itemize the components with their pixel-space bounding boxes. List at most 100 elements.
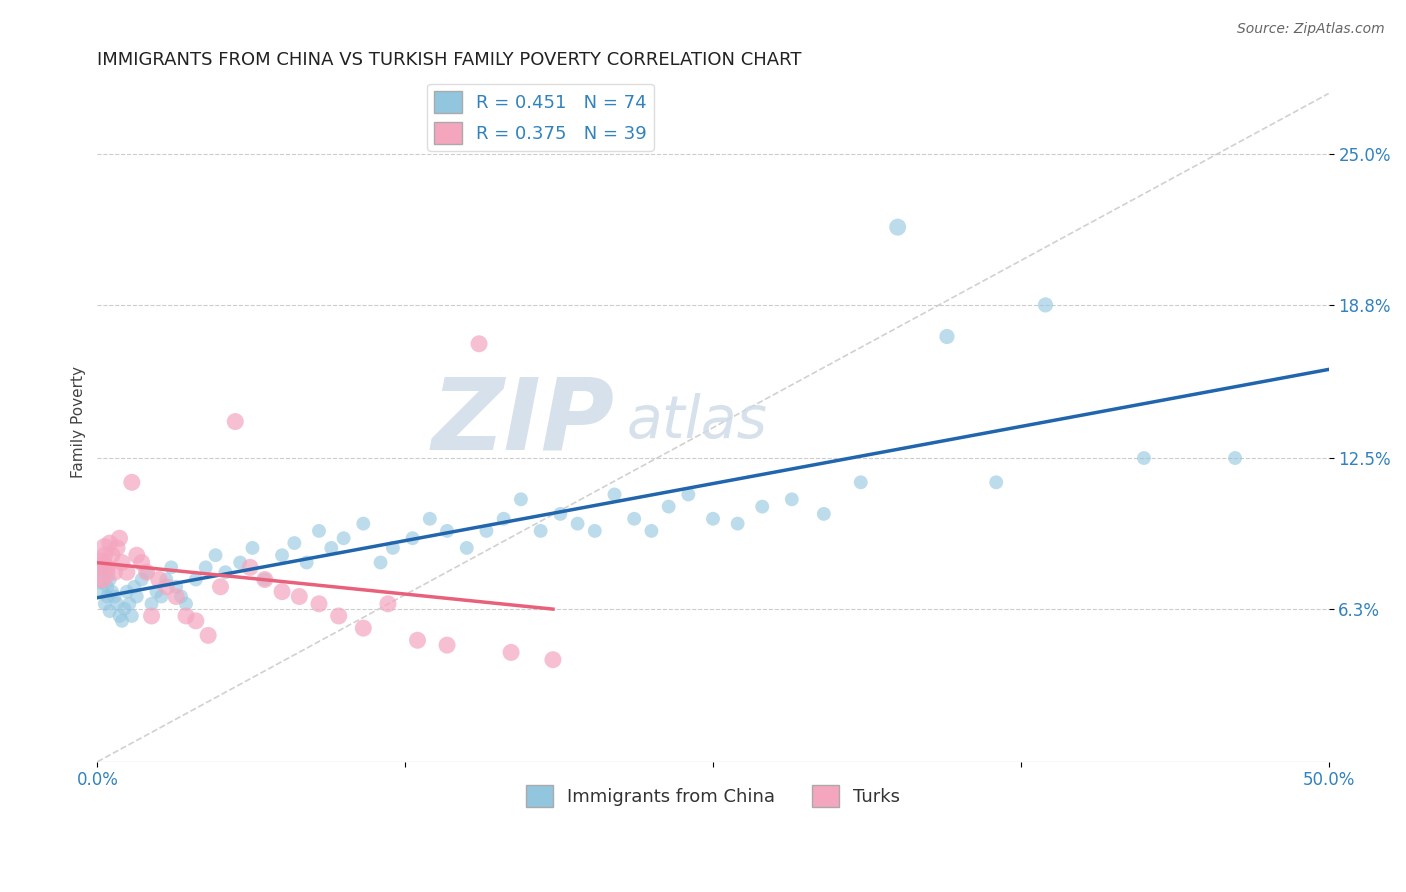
Point (155, 580, 177, 594)
Point (550, 507, 572, 521)
Legend: Immigrants from China, Turks: Immigrants from China, Turks (519, 778, 907, 814)
Point (813, 507, 835, 521)
Point (936, 329, 959, 343)
Point (370, 556, 392, 570)
Point (145, 584, 167, 599)
Point (271, 584, 294, 599)
Point (89, 566, 111, 580)
Point (1133, 450, 1156, 465)
Text: Source: ZipAtlas.com: Source: ZipAtlas.com (1237, 22, 1385, 37)
Point (125, 548, 148, 562)
Point (702, 512, 724, 526)
Point (174, 609, 197, 624)
Point (381, 541, 404, 555)
Point (308, 597, 330, 611)
Point (295, 556, 318, 570)
Point (98, 604, 121, 618)
Point (98, 536, 121, 550)
Point (96, 580, 118, 594)
Point (308, 524, 330, 538)
Point (96, 590, 118, 604)
Point (352, 621, 374, 635)
Point (658, 500, 681, 514)
Point (1035, 298, 1057, 312)
Point (271, 548, 294, 562)
Point (406, 633, 429, 648)
Point (283, 536, 305, 550)
Point (1223, 450, 1246, 465)
Point (886, 220, 908, 235)
Point (124, 580, 146, 594)
Point (623, 512, 645, 526)
Point (986, 475, 1008, 490)
Point (141, 597, 163, 611)
Point (150, 590, 173, 604)
Point (118, 597, 141, 611)
Point (96, 560, 118, 574)
Point (93, 566, 115, 580)
Point (780, 492, 803, 507)
Point (321, 541, 343, 555)
Point (401, 531, 423, 545)
Point (91, 560, 114, 574)
Point (419, 512, 441, 526)
Point (93, 541, 115, 555)
Point (98, 573, 121, 587)
Point (242, 541, 264, 555)
Point (541, 653, 564, 667)
Point (253, 573, 276, 587)
Point (141, 609, 163, 624)
Point (377, 597, 399, 611)
Text: atlas: atlas (627, 393, 768, 450)
Point (121, 475, 143, 490)
Text: IMMIGRANTS FROM CHINA VS TURKISH FAMILY POVERTY CORRELATION CHART: IMMIGRANTS FROM CHINA VS TURKISH FAMILY … (97, 51, 801, 69)
Point (197, 628, 219, 642)
Point (93, 597, 115, 611)
Point (194, 560, 217, 574)
Point (530, 524, 553, 538)
Point (114, 601, 136, 615)
Point (165, 590, 187, 604)
Point (121, 609, 143, 624)
Point (849, 475, 872, 490)
Point (170, 590, 193, 604)
Point (93, 548, 115, 562)
Point (131, 556, 153, 570)
Point (155, 573, 177, 587)
Text: ZIP: ZIP (432, 373, 614, 470)
Point (111, 614, 134, 628)
Point (499, 645, 522, 659)
Point (727, 516, 749, 531)
Point (108, 531, 131, 545)
Point (603, 487, 626, 501)
Point (436, 524, 458, 538)
Point (352, 516, 374, 531)
Point (111, 556, 134, 570)
Point (125, 590, 148, 604)
Point (105, 597, 128, 611)
Point (174, 597, 197, 611)
Point (105, 541, 128, 555)
Point (184, 573, 207, 587)
Point (115, 584, 138, 599)
Point (492, 512, 515, 526)
Point (101, 548, 124, 562)
Point (209, 580, 232, 594)
Point (567, 516, 589, 531)
Point (332, 531, 354, 545)
Point (160, 560, 183, 574)
Point (91, 573, 114, 587)
Point (148, 573, 170, 587)
Point (104, 590, 127, 604)
Point (91, 556, 114, 570)
Point (509, 492, 531, 507)
Point (456, 541, 478, 555)
Point (115, 566, 138, 580)
Point (91, 584, 114, 599)
Point (328, 609, 350, 624)
Point (288, 590, 311, 604)
Point (229, 556, 252, 570)
Point (751, 500, 773, 514)
Point (165, 580, 187, 594)
Point (678, 487, 700, 501)
